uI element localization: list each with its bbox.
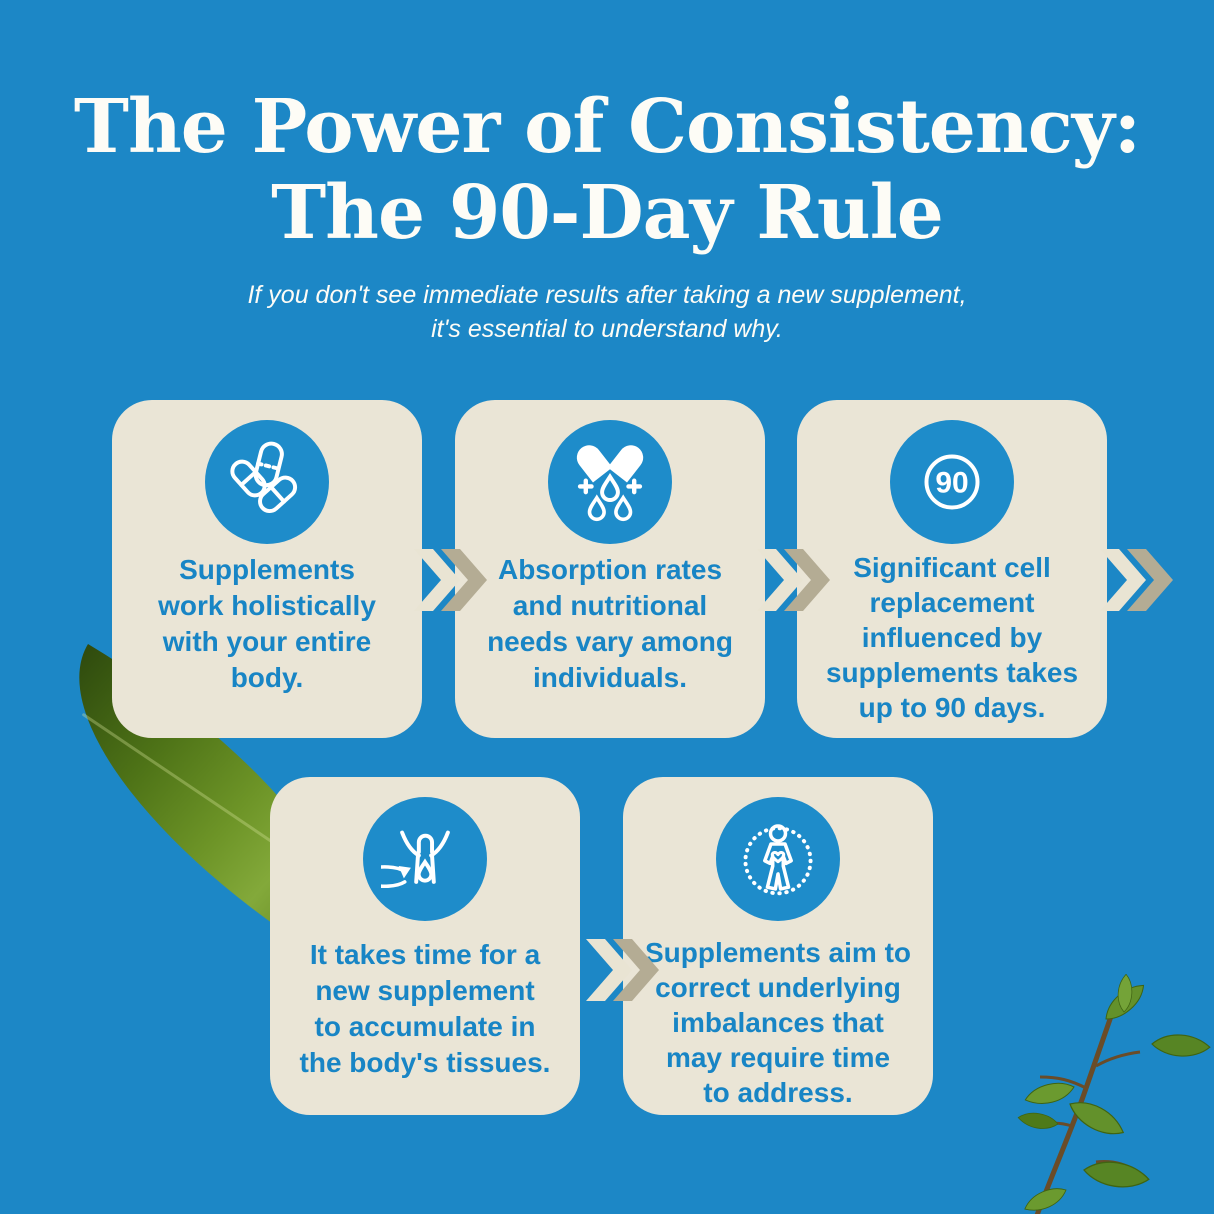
flow-arrow <box>586 939 660 1001</box>
flow-arrow <box>414 549 488 611</box>
card-imbalances: Supplements aim to correct underlying im… <box>623 777 933 1115</box>
icon-circle: 90 <box>890 420 1014 544</box>
flow-arrow <box>757 549 831 611</box>
title-line-2: The 90-Day Rule <box>271 170 944 256</box>
page-subtitle: If you don't see immediate results after… <box>0 278 1214 346</box>
card-text-line: new supplement <box>315 975 535 1006</box>
branch-leaves-icon <box>1017 974 1211 1214</box>
card-absorption: Absorption rates and nutritional needs v… <box>455 400 765 738</box>
card-text-line: Supplements <box>179 554 355 585</box>
card-text-line: and nutritional <box>512 590 708 621</box>
card-text-line: It takes time for a <box>309 939 541 970</box>
card-holistic: Supplements work holistically with your … <box>112 400 422 738</box>
card-text-line: imbalances that <box>672 1007 884 1038</box>
ninety-days-badge-icon: 90 <box>924 454 980 510</box>
branch-decoration <box>974 974 1214 1214</box>
card-text-line: replacement <box>869 587 1035 618</box>
double-chevron-right-icon <box>586 939 659 1001</box>
card-text: Absorption rates and nutritional needs v… <box>461 552 759 696</box>
double-chevron-right-icon <box>757 549 830 611</box>
card-text-line: to address. <box>703 1077 853 1108</box>
card-text-line: Supplements aim to <box>644 937 912 968</box>
body-balance-icon <box>743 824 813 896</box>
ninety-number: 90 <box>935 467 968 500</box>
card-text-line: Significant cell <box>853 552 1051 583</box>
card-text: Significant cell replacement influenced … <box>803 550 1101 725</box>
page-title: The Power of Consistency: The 90-Day Rul… <box>0 84 1214 256</box>
icon-circle <box>716 797 840 921</box>
double-chevron-right-icon <box>414 549 487 611</box>
card-text-line: supplements takes <box>825 657 1079 688</box>
double-chevron-right-icon <box>1100 549 1173 611</box>
card-text: Supplements work holistically with your … <box>118 552 416 696</box>
pills-icon <box>230 441 298 514</box>
card-text-line: influenced by <box>861 622 1043 653</box>
card-text-line: the body's tissues. <box>299 1047 551 1078</box>
title-line-1: The Power of Consistency: <box>73 84 1141 170</box>
card-text-line: correct underlying <box>655 972 901 1003</box>
icon-circle <box>363 797 487 921</box>
capsule-absorption-icon <box>576 445 644 522</box>
subtitle-line-2: it's essential to understand why. <box>431 315 783 343</box>
subtitle-line-1: If you don't see immediate results after… <box>247 281 967 309</box>
card-text: It takes time for a new supplement to ac… <box>276 937 574 1081</box>
icon-circle <box>548 420 672 544</box>
card-accumulation: It takes time for a new supplement to ac… <box>270 777 580 1115</box>
icon-circle <box>205 420 329 544</box>
body-accumulation-icon <box>381 830 450 889</box>
card-text-line: to accumulate in <box>314 1011 536 1042</box>
card-text-line: may require time <box>665 1042 891 1073</box>
card-text-line: work holistically <box>158 590 376 621</box>
card-90-days: 90 Significant cell replacement influenc… <box>797 400 1107 738</box>
card-text-line: Absorption rates <box>497 554 723 585</box>
card-text-line: needs vary among <box>487 626 733 657</box>
card-text-line: body. <box>230 662 304 693</box>
card-text: Supplements aim to correct underlying im… <box>629 935 927 1110</box>
flow-arrow <box>1100 549 1174 611</box>
card-text-line: with your entire <box>162 626 372 657</box>
card-text-line: up to 90 days. <box>858 692 1046 723</box>
card-text-line: individuals. <box>532 662 688 693</box>
